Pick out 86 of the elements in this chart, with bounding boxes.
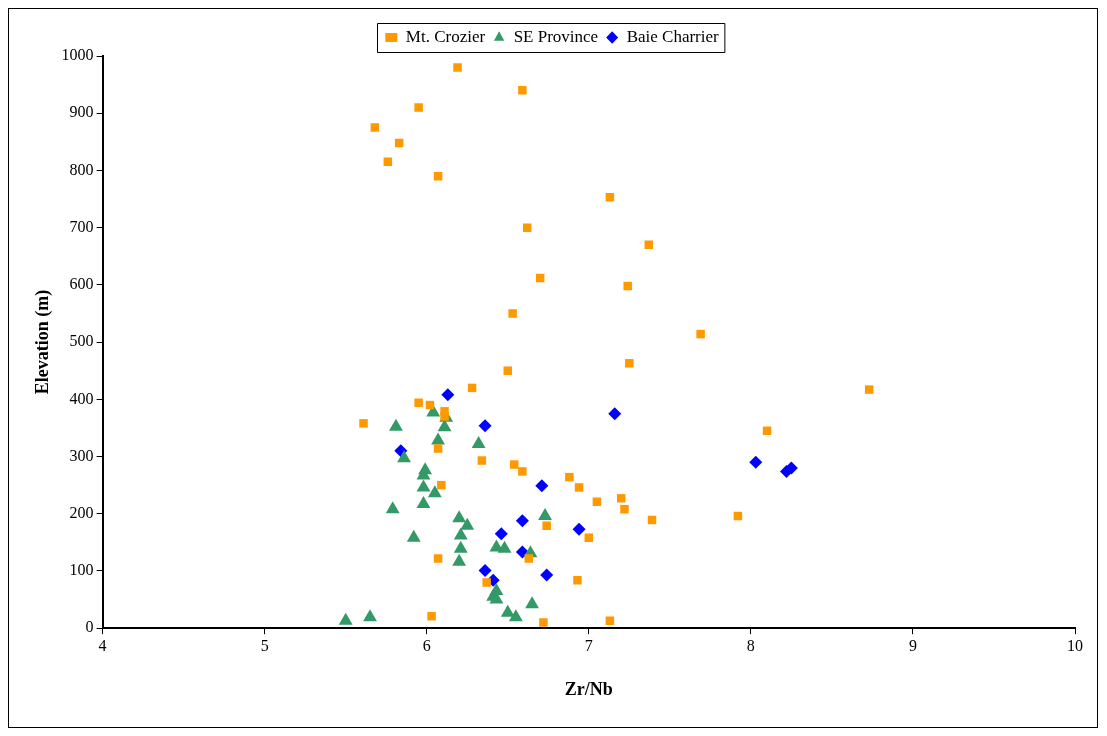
point xyxy=(522,223,532,232)
point xyxy=(433,554,443,563)
point xyxy=(518,86,527,95)
point xyxy=(539,618,548,627)
point xyxy=(416,479,431,492)
point xyxy=(503,366,513,375)
point xyxy=(431,432,446,445)
point xyxy=(524,554,534,563)
x-tick-label: 6 xyxy=(422,637,431,654)
x-tick-label: 4 xyxy=(98,637,107,654)
point xyxy=(515,514,529,528)
point xyxy=(510,460,519,469)
point xyxy=(616,494,626,503)
x-axis-title: Zr/Nb xyxy=(564,678,613,699)
point xyxy=(370,123,380,132)
point xyxy=(452,553,467,566)
point xyxy=(427,611,436,621)
point xyxy=(518,467,527,476)
legend-label: Baie Charrier xyxy=(626,26,720,46)
point xyxy=(397,450,411,463)
y-tick-label: 400 xyxy=(69,389,94,407)
point xyxy=(452,510,467,523)
point xyxy=(338,612,353,625)
y-tick-label: 1000 xyxy=(61,46,94,64)
point xyxy=(482,578,491,587)
point xyxy=(608,407,622,421)
point xyxy=(508,609,523,622)
point xyxy=(542,521,551,531)
point xyxy=(478,563,492,577)
x-tick-label: 7 xyxy=(584,637,593,654)
point xyxy=(363,609,377,622)
x-tick-label: 8 xyxy=(746,637,755,654)
legend-label: SE Province xyxy=(513,26,599,46)
point xyxy=(864,385,874,394)
point xyxy=(535,479,549,493)
y-tick-label: 0 xyxy=(85,618,94,636)
point xyxy=(478,419,492,433)
point xyxy=(414,103,423,112)
point xyxy=(433,444,443,453)
point xyxy=(406,529,421,542)
legend-label: Mt. Crozier xyxy=(405,26,486,46)
point xyxy=(359,419,368,428)
point xyxy=(573,575,582,585)
point xyxy=(389,418,403,431)
point xyxy=(620,504,629,514)
point xyxy=(416,496,431,509)
point xyxy=(460,517,475,530)
point xyxy=(623,281,632,291)
point xyxy=(538,508,552,521)
point xyxy=(453,540,468,553)
point xyxy=(574,483,584,492)
point xyxy=(477,456,487,465)
point xyxy=(427,485,442,498)
point xyxy=(749,455,763,469)
x-tick-label: 9 xyxy=(908,637,917,654)
y-tick-label: 900 xyxy=(69,103,94,121)
point xyxy=(508,309,517,318)
y-tick-label: 700 xyxy=(69,217,94,235)
point xyxy=(605,193,615,202)
y-tick-label: 800 xyxy=(69,160,94,178)
y-tick-label: 600 xyxy=(69,275,94,293)
y-tick-label: 300 xyxy=(69,446,94,464)
point xyxy=(497,540,512,553)
point xyxy=(572,522,586,536)
point xyxy=(437,419,452,432)
point xyxy=(453,63,462,72)
point xyxy=(565,472,574,482)
point xyxy=(440,412,449,421)
point xyxy=(525,596,540,609)
point xyxy=(385,501,400,514)
point xyxy=(441,388,455,402)
y-axis-title: Elevation (m) xyxy=(32,289,54,395)
y-tick-label: 200 xyxy=(69,503,94,521)
point xyxy=(625,359,634,368)
point xyxy=(500,604,515,617)
point xyxy=(494,527,508,541)
x-tick-label: 10 xyxy=(1067,637,1083,654)
y-tick-label: 100 xyxy=(69,561,94,579)
x-tick-label: 5 xyxy=(260,637,269,654)
point xyxy=(414,398,423,407)
point xyxy=(540,568,554,582)
y-tick-label: 500 xyxy=(69,332,94,350)
point xyxy=(696,329,705,339)
point xyxy=(437,480,446,490)
point xyxy=(453,527,468,540)
point xyxy=(471,435,486,448)
